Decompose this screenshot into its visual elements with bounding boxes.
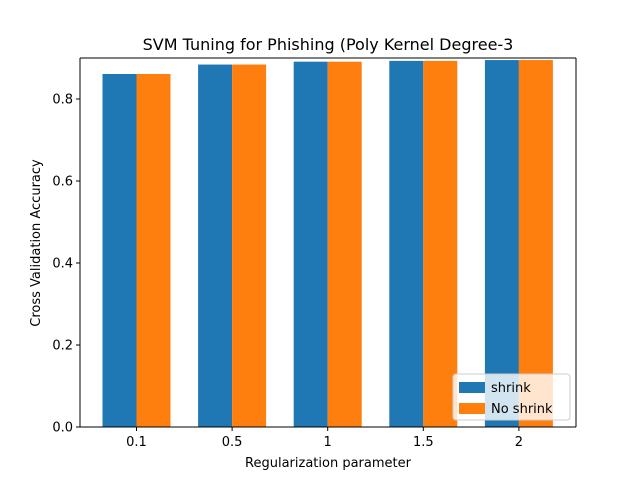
bar-shrink-2 (293, 61, 328, 427)
bar-no-shrink-1 (232, 64, 267, 427)
bar-shrink-1 (198, 64, 233, 427)
bar-shrink-0 (102, 73, 137, 428)
x-tick-label-0: 0.1 (126, 435, 147, 450)
bar-no-shrink-0 (136, 73, 171, 428)
bar-no-shrink-2 (327, 61, 362, 427)
x-tick-label-2: 1 (324, 435, 332, 450)
legend-swatch-1 (459, 403, 485, 414)
bar-no-shrink-4 (518, 60, 553, 428)
bar-shrink-3 (389, 60, 424, 428)
y-tick-label-0: 0.0 (52, 421, 73, 436)
legend-label-1: No shrink (491, 402, 553, 417)
y-tick-label-4: 0.8 (52, 93, 73, 108)
x-tick-label-3: 1.5 (413, 435, 434, 450)
y-axis-label: Cross Validation Accuracy (29, 159, 44, 327)
legend-label-0: shrink (491, 381, 531, 396)
plot-area: 0.0 0.2 0.4 0.6 0.8 0.1 0.5 1 1.5 2 (52, 57, 577, 450)
bar-shrink-4 (484, 60, 519, 428)
x-tick-label-4: 2 (515, 435, 523, 450)
x-axis-label: Regularization parameter (245, 456, 412, 471)
y-tick-label-3: 0.6 (52, 175, 73, 190)
x-tick-label-1: 0.5 (222, 435, 243, 450)
legend: shrink No shrink (452, 373, 571, 421)
bar-no-shrink-3 (423, 60, 458, 428)
y-tick-label-1: 0.2 (52, 339, 73, 354)
legend-swatch-0 (459, 382, 485, 393)
chart-title: SVM Tuning for Phishing (Poly Kernel Deg… (143, 35, 514, 54)
y-tick-label-2: 0.4 (52, 257, 73, 272)
